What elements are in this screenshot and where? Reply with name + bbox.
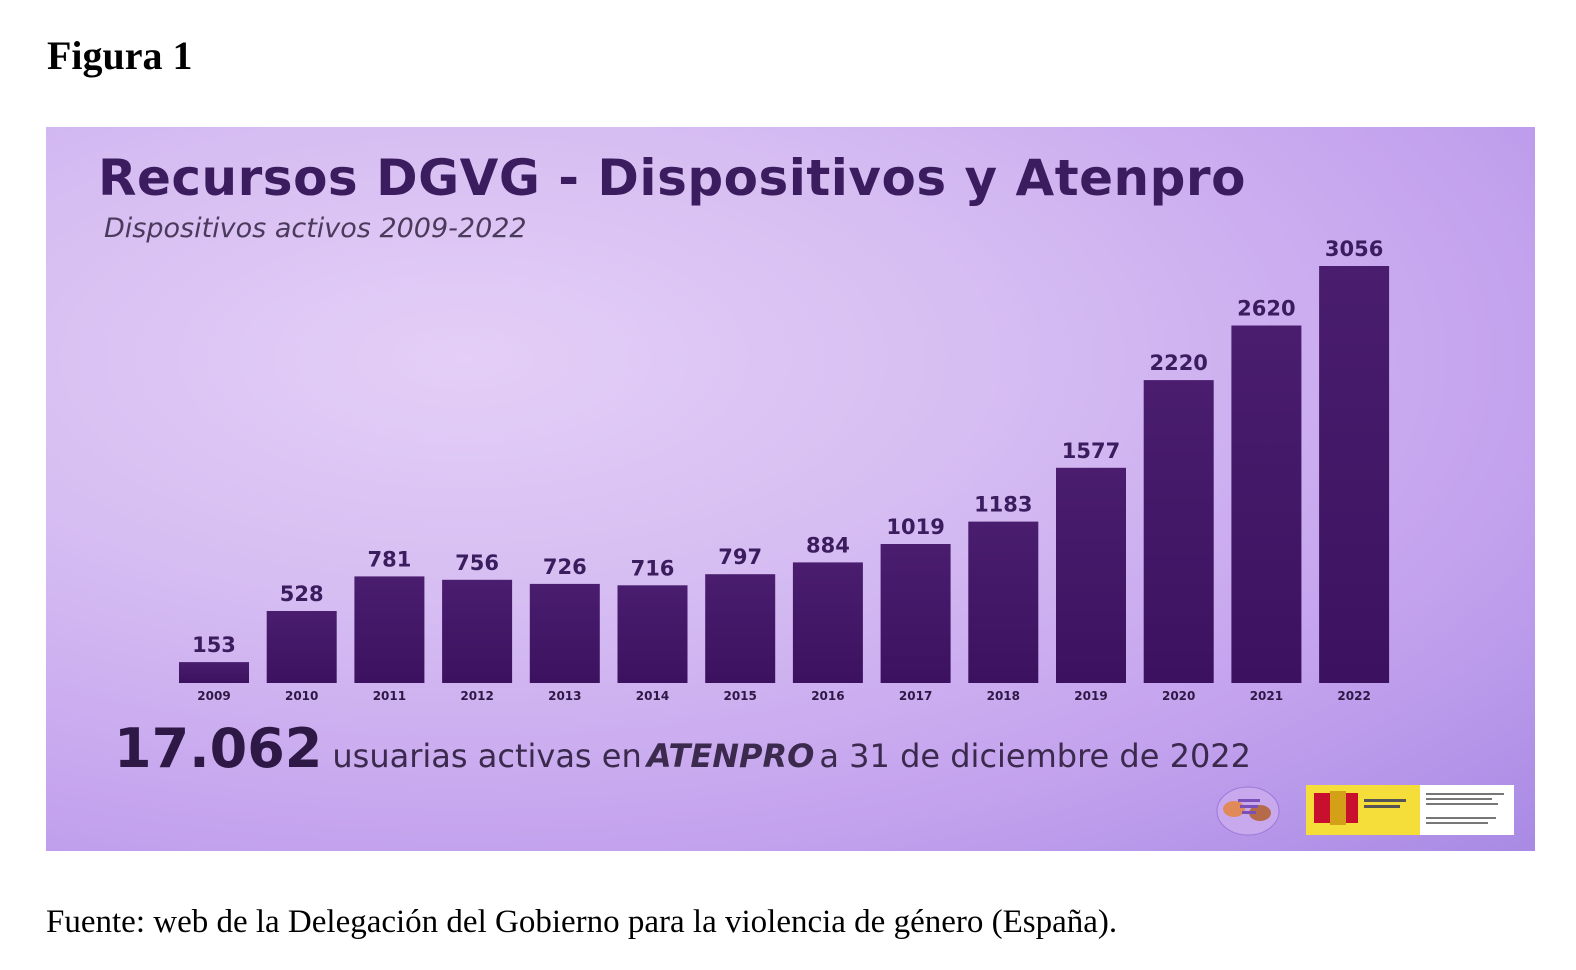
bar-2012 — [442, 579, 513, 683]
summary-text: usuarias activas en — [332, 737, 642, 775]
chart-title: Recursos DGVG - Dispositivos y Atenpro — [98, 149, 1246, 207]
x-tick-2009: 2009 — [197, 689, 230, 703]
bar-chart: 153 2009 528 2010 781 2011 756 2012 726 2013 716 20… — [179, 237, 1390, 703]
bar-2010 — [266, 611, 337, 683]
data-label-2021: 2620 — [1237, 297, 1295, 321]
x-tick-2014: 2014 — [636, 689, 669, 703]
x-tick-2022: 2022 — [1337, 689, 1370, 703]
x-tick-2016: 2016 — [811, 689, 844, 703]
data-label-2018: 1183 — [974, 493, 1032, 517]
infographic-panel: Recursos DGVG - Dispositivos y Atenpro D… — [46, 127, 1535, 851]
bar-2018 — [968, 521, 1039, 683]
bar-2020 — [1143, 380, 1214, 683]
x-tick-2015: 2015 — [723, 689, 756, 703]
bar-2016 — [792, 562, 863, 683]
data-label-2020: 2220 — [1149, 351, 1207, 375]
campaign-logo — [1216, 786, 1280, 836]
bar-2011 — [354, 576, 425, 683]
bar-2013 — [529, 583, 600, 683]
summary-number: 17.062 — [114, 717, 323, 780]
data-label-2012: 756 — [455, 551, 499, 575]
bar-2015 — [705, 574, 776, 683]
x-tick-2020: 2020 — [1162, 689, 1195, 703]
data-label-2009: 153 — [192, 633, 236, 657]
x-tick-2021: 2021 — [1250, 689, 1283, 703]
bar-2009 — [179, 662, 249, 683]
data-label-2013: 726 — [543, 555, 587, 579]
bar-2017 — [880, 544, 951, 683]
bar-2019 — [1056, 467, 1126, 683]
figure-label: Figura 1 — [47, 33, 193, 78]
data-label-2014: 716 — [631, 556, 675, 580]
x-tick-2013: 2013 — [548, 689, 581, 703]
summary-date: a 31 de diciembre de 2022 — [819, 737, 1252, 775]
x-tick-2011: 2011 — [373, 689, 406, 703]
data-label-2010: 528 — [280, 582, 324, 606]
x-tick-2017: 2017 — [899, 689, 932, 703]
bars-group: 153 2009 528 2010 781 2011 756 2012 726 2013 716 20… — [179, 237, 1390, 703]
ministry-logo — [1306, 785, 1514, 835]
data-label-2016: 884 — [806, 533, 850, 557]
data-label-2017: 1019 — [886, 515, 944, 539]
data-label-2011: 781 — [367, 547, 411, 571]
x-tick-2018: 2018 — [987, 689, 1020, 703]
data-label-2015: 797 — [718, 545, 762, 569]
chart-subtitle: Dispositivos activos 2009-2022 — [104, 213, 527, 244]
x-tick-2010: 2010 — [285, 689, 318, 703]
data-label-2019: 1577 — [1062, 439, 1120, 463]
summary-atenpro: ATENPRO — [646, 737, 815, 775]
summary-line: 17.062 usuarias activas en ATENPRO a 31 d… — [114, 717, 1251, 780]
bar-2022 — [1319, 266, 1390, 683]
bar-2014 — [617, 585, 688, 683]
x-tick-2019: 2019 — [1074, 689, 1107, 703]
data-label-2022: 3056 — [1325, 237, 1383, 261]
x-tick-2012: 2012 — [460, 689, 493, 703]
logos — [1216, 785, 1514, 836]
figure-caption: Fuente: web de la Delegación del Gobiern… — [46, 904, 1118, 940]
bar-2021 — [1231, 325, 1302, 683]
